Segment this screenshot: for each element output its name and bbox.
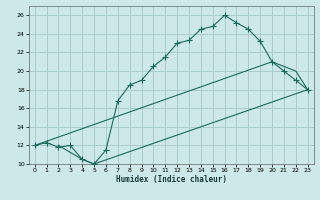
X-axis label: Humidex (Indice chaleur): Humidex (Indice chaleur) [116, 175, 227, 184]
